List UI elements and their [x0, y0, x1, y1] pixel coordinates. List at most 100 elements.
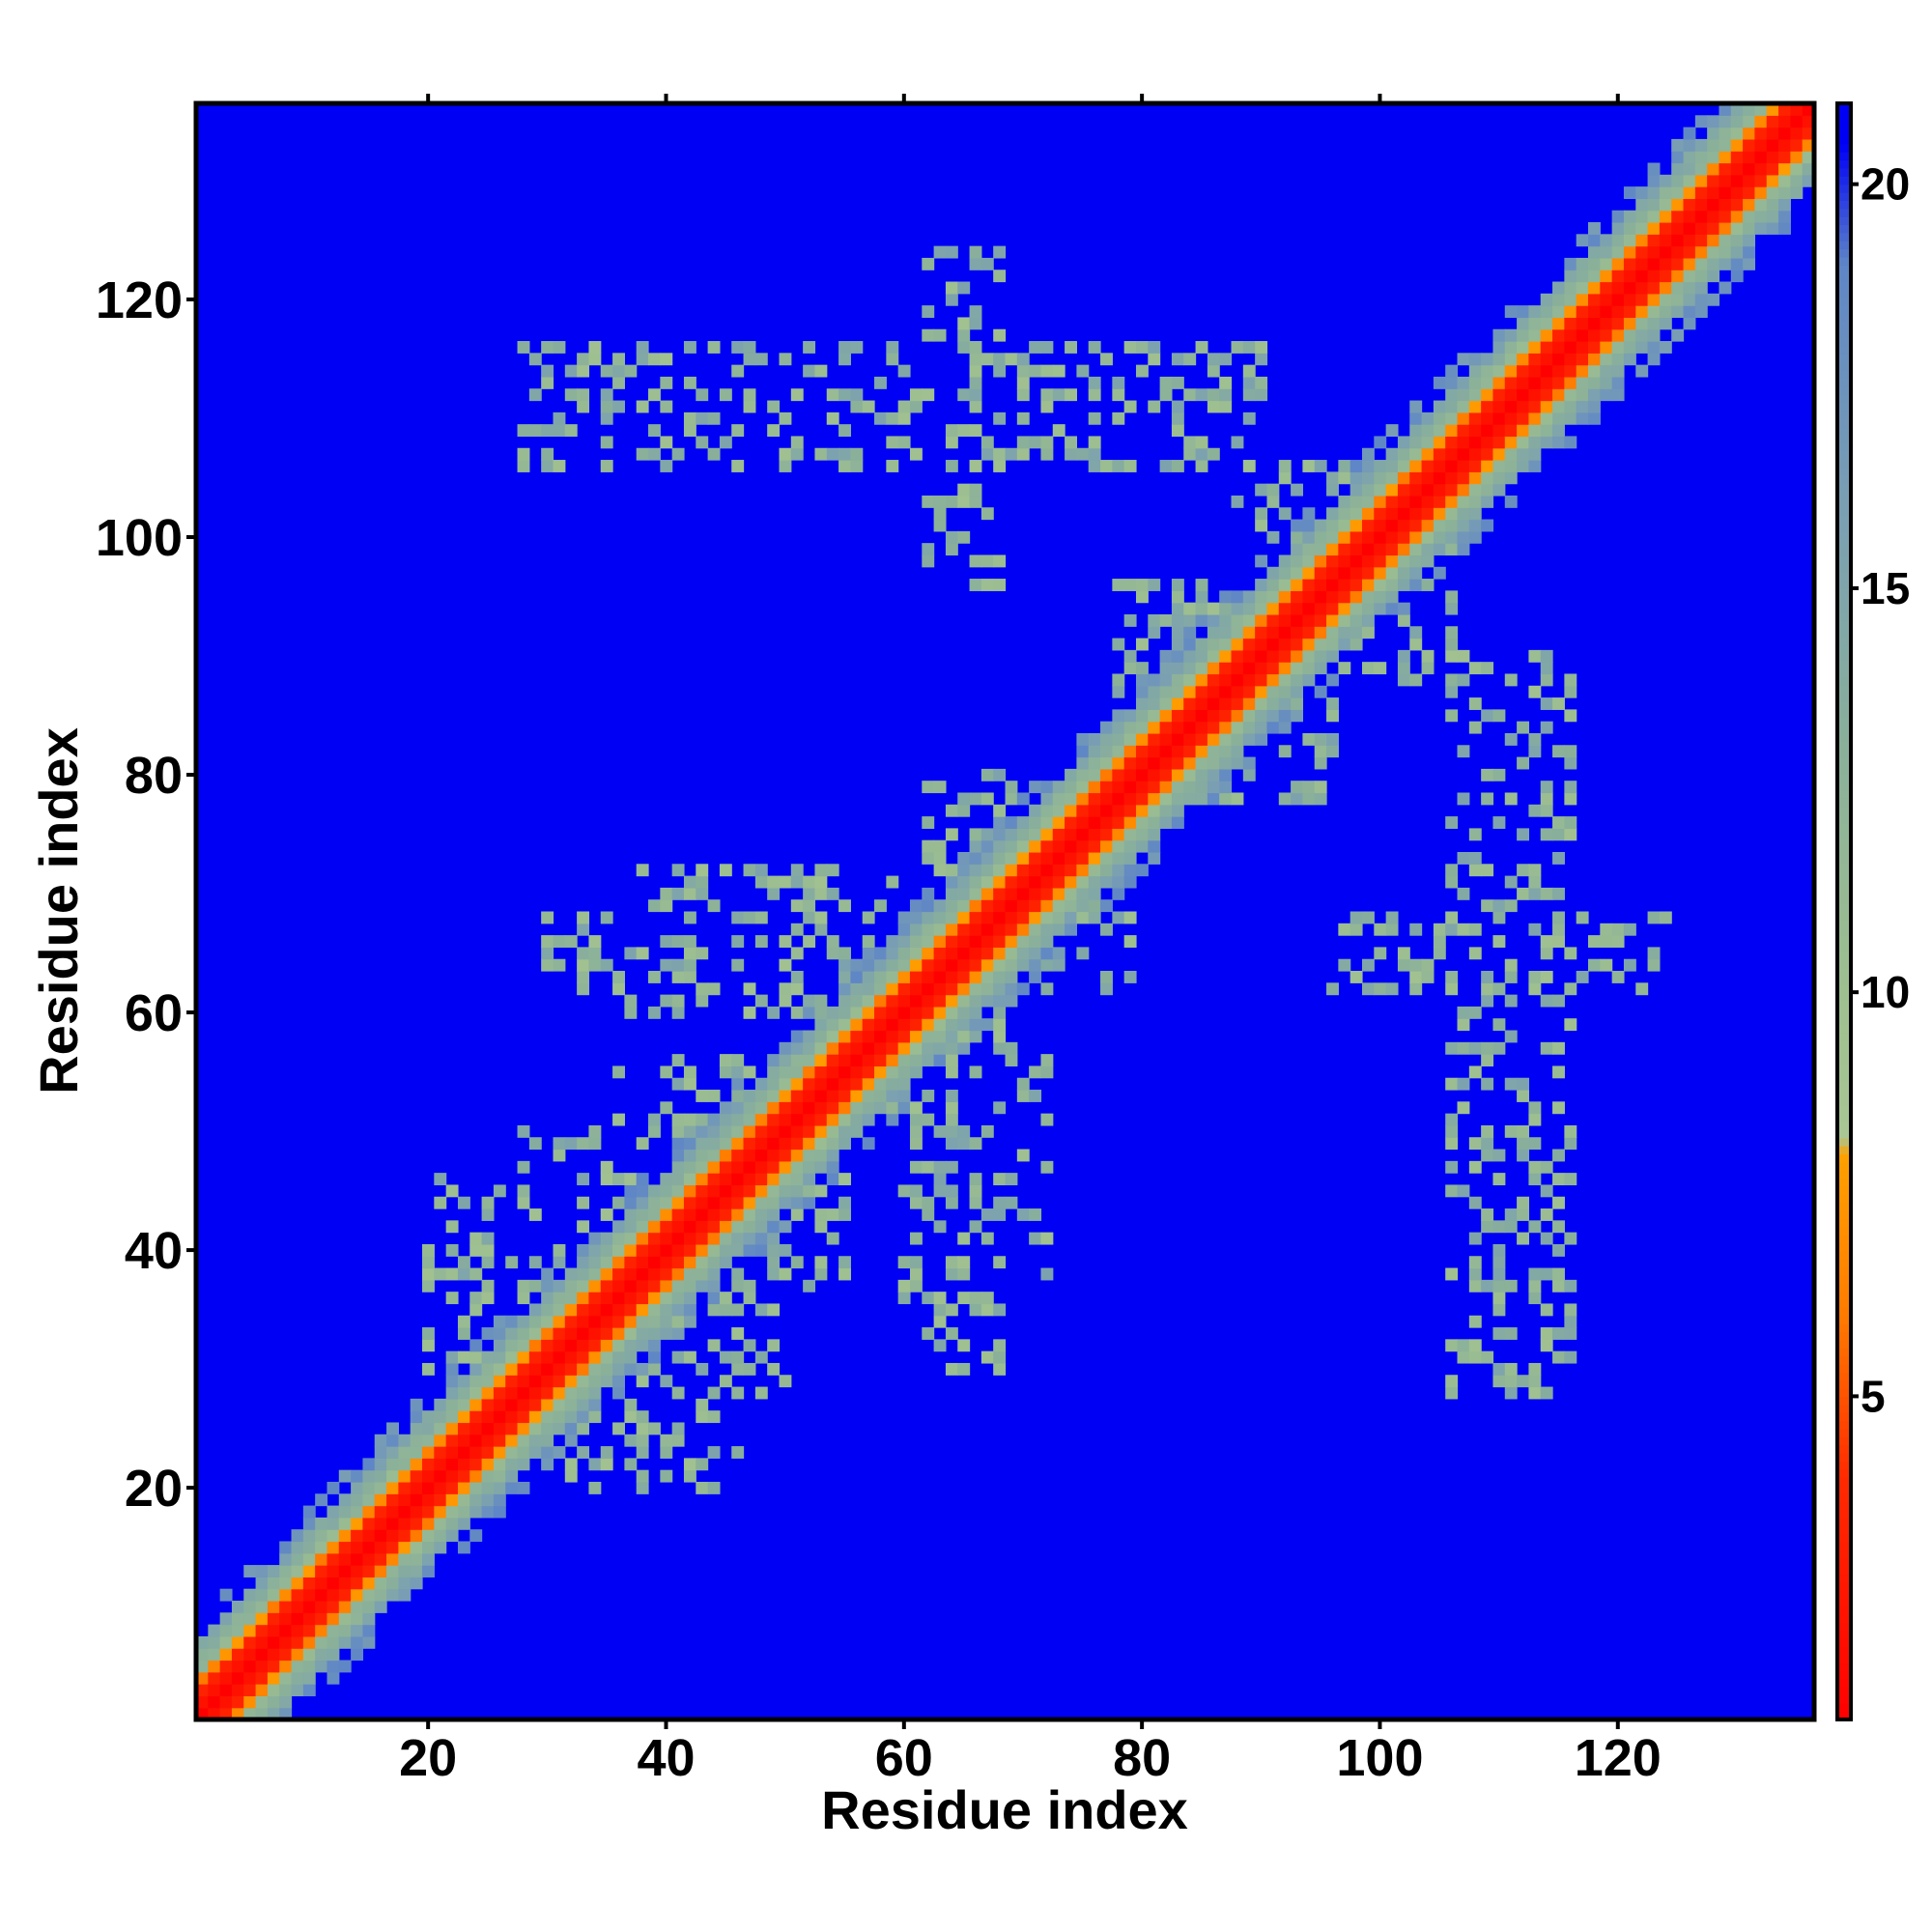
heatmap-cell	[922, 982, 935, 996]
heatmap-cell	[1468, 507, 1482, 521]
heatmap-cell	[1730, 127, 1744, 140]
heatmap-cell	[1052, 864, 1065, 877]
heatmap-cell	[1314, 792, 1327, 806]
heatmap-cell	[980, 875, 994, 889]
heatmap-cell	[1135, 816, 1149, 829]
heatmap-cell	[327, 1529, 340, 1543]
heatmap-cell	[1231, 613, 1244, 627]
heatmap-cell	[362, 1635, 376, 1649]
heatmap-cell	[1171, 638, 1184, 651]
heatmap-cell	[969, 341, 982, 354]
heatmap-cell	[493, 1434, 506, 1447]
heatmap-cell	[1719, 186, 1732, 200]
heatmap-cell	[1171, 376, 1184, 389]
colorbar-segment	[1837, 1703, 1851, 1713]
heatmap-cell	[1421, 971, 1435, 983]
heatmap-cell	[1135, 745, 1149, 758]
heatmap-cell	[541, 1375, 554, 1388]
heatmap-cell	[1065, 792, 1077, 806]
heatmap-cell	[1587, 935, 1601, 948]
heatmap-cell	[255, 1707, 269, 1720]
heatmap-cell	[588, 958, 602, 972]
heatmap-cell	[517, 1327, 530, 1340]
heatmap-cell	[969, 851, 982, 865]
colorbar-segment	[1837, 1533, 1851, 1543]
heatmap-cell	[481, 1422, 495, 1435]
heatmap-cell	[1123, 613, 1137, 627]
heatmap-cell	[1564, 745, 1577, 758]
heatmap-cell	[1552, 816, 1565, 829]
heatmap-cell	[624, 1184, 638, 1198]
heatmap-cell	[1065, 341, 1077, 354]
heatmap-cell	[945, 530, 958, 544]
heatmap-cell	[1112, 579, 1125, 591]
heatmap-cell	[1314, 566, 1327, 580]
heatmap-cell	[327, 1635, 340, 1649]
heatmap-cell	[1457, 471, 1470, 485]
heatmap-cell	[993, 851, 1007, 865]
heatmap-cell	[922, 1041, 935, 1055]
heatmap-cell	[1468, 530, 1482, 544]
heatmap-cell	[1338, 566, 1351, 580]
heatmap-cell	[1052, 958, 1065, 972]
heatmap-cell	[993, 899, 1007, 913]
heatmap-cell	[945, 460, 958, 472]
heatmap-cell	[850, 1065, 864, 1079]
colorbar-segment	[1837, 135, 1851, 145]
colorbar-segment	[1837, 1355, 1851, 1365]
colorbar-segment	[1837, 1121, 1851, 1130]
colorbar-segment	[1837, 410, 1851, 419]
heatmap-cell	[422, 1339, 435, 1352]
heatmap-cell	[1005, 971, 1018, 983]
heatmap-cell	[1302, 638, 1316, 651]
heatmap-cell	[528, 1208, 542, 1221]
heatmap-cell	[1148, 400, 1161, 413]
heatmap-cell	[1195, 768, 1208, 781]
heatmap-cell	[231, 1600, 244, 1613]
heatmap-cell	[980, 554, 994, 568]
heatmap-cell	[1540, 971, 1553, 983]
heatmap-cell	[743, 1006, 756, 1019]
heatmap-cell	[1242, 460, 1256, 472]
heatmap-cell	[1052, 911, 1065, 924]
heatmap-cell	[1266, 709, 1280, 723]
heatmap-cell	[1135, 341, 1149, 354]
colorbar-segment	[1837, 830, 1851, 839]
heatmap-cell	[1065, 923, 1077, 936]
heatmap-cell	[862, 1113, 875, 1126]
heatmap-cell	[1409, 982, 1423, 996]
heatmap-cell	[624, 1232, 638, 1245]
heatmap-cell	[1148, 579, 1161, 591]
heatmap-cell	[1671, 293, 1685, 306]
heatmap-cell	[588, 1315, 602, 1328]
heatmap-cell	[1528, 353, 1542, 366]
colorbar-segment	[1837, 870, 1851, 880]
heatmap-cell	[826, 1232, 839, 1245]
heatmap-cell	[398, 1565, 412, 1577]
heatmap-cell	[1040, 400, 1054, 413]
heatmap-cell	[814, 1030, 828, 1043]
heatmap-cell	[1552, 1243, 1565, 1257]
heatmap-cell	[1492, 1375, 1506, 1388]
heatmap-cell	[1540, 649, 1553, 663]
heatmap-cell	[957, 1041, 971, 1055]
heatmap-cell	[660, 1232, 673, 1245]
heatmap-cell	[422, 1362, 435, 1376]
heatmap-cell	[636, 1410, 649, 1424]
heatmap-cell	[398, 1529, 412, 1543]
heatmap-cell	[1123, 709, 1137, 723]
heatmap-cell	[422, 1267, 435, 1281]
heatmap-cell	[1766, 198, 1779, 212]
heatmap-cell	[564, 1303, 578, 1317]
heatmap-cell	[1671, 328, 1685, 342]
heatmap-cell	[196, 1635, 209, 1649]
heatmap-cell	[1266, 673, 1280, 687]
colorbar-segment	[1837, 887, 1851, 896]
heatmap-cell	[1671, 186, 1685, 200]
heatmap-cell	[374, 1577, 387, 1590]
heatmap-cell	[1743, 257, 1756, 270]
heatmap-cell	[874, 994, 887, 1008]
heatmap-cell	[779, 353, 792, 366]
heatmap-cell	[897, 1256, 911, 1269]
heatmap-cell	[803, 1077, 816, 1091]
